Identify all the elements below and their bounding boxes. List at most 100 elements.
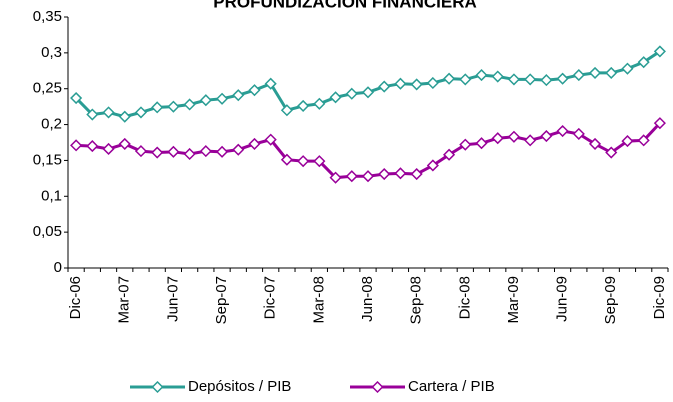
marker [588, 66, 602, 79]
marker [588, 137, 602, 150]
marker [475, 137, 488, 150]
x-tick-label: Dic-09 [651, 276, 668, 319]
marker [264, 133, 277, 146]
marker [378, 80, 391, 93]
marker [507, 130, 521, 143]
legend-marker [151, 380, 164, 394]
marker [491, 132, 504, 145]
marker [297, 155, 310, 168]
x-tick-label: Sep-08 [408, 276, 425, 324]
marker [313, 155, 326, 168]
marker [540, 74, 553, 87]
marker [410, 78, 423, 91]
marker [118, 110, 131, 123]
marker [280, 153, 293, 166]
marker [459, 73, 472, 86]
marker [167, 145, 180, 158]
marker [297, 99, 310, 112]
x-tick-label: Sep-09 [602, 276, 619, 324]
chart-title: PROFUNDIZACIÓN FINANCIERA [213, 0, 477, 11]
marker [248, 84, 261, 97]
marker [475, 69, 488, 82]
marker [394, 167, 407, 180]
marker [637, 56, 650, 69]
marker [378, 167, 391, 181]
marker [183, 98, 196, 111]
marker [605, 66, 618, 79]
series-line [75, 50, 661, 119]
marker [329, 91, 342, 104]
x-tick-label: Dic-06 [67, 276, 84, 319]
series-line [76, 122, 661, 180]
marker [556, 72, 569, 85]
marker [151, 101, 164, 114]
x-tick-label: Mar-07 [116, 276, 133, 324]
x-tick-label: Jun-09 [554, 276, 571, 322]
marker [540, 129, 553, 143]
marker [637, 134, 650, 147]
marker [572, 69, 585, 82]
marker [345, 87, 358, 100]
marker [345, 170, 358, 183]
marker [491, 70, 504, 83]
y-tick-label: 0,35 [33, 8, 62, 25]
marker [313, 97, 326, 110]
marker [70, 139, 83, 152]
y-tick-label: 0,05 [33, 223, 62, 240]
marker [70, 91, 83, 105]
x-tick-label: Jun-07 [164, 276, 181, 322]
y-tick-label: 0,1 [41, 187, 62, 204]
marker [507, 73, 521, 86]
y-tick-label: 0,15 [33, 151, 62, 168]
marker [151, 146, 164, 159]
marker [621, 135, 634, 148]
marker [394, 77, 407, 90]
x-tick-label: Dic-07 [262, 276, 279, 319]
marker [183, 147, 196, 161]
legend-marker [371, 380, 384, 394]
marker [215, 145, 229, 158]
marker [653, 117, 666, 130]
marker [361, 86, 375, 99]
y-tick-label: 0,3 [41, 44, 62, 61]
marker [653, 45, 666, 58]
marker [410, 167, 423, 181]
x-tick-label: Mar-09 [505, 276, 522, 324]
marker [443, 72, 456, 85]
marker [264, 77, 277, 90]
marker [572, 127, 585, 140]
y-tick-label: 0 [54, 259, 62, 276]
x-tick-label: Sep-07 [213, 276, 230, 324]
marker [459, 138, 472, 151]
marker [524, 134, 537, 147]
y-tick-label: 0,2 [41, 116, 62, 133]
marker [232, 143, 245, 156]
marker [426, 76, 439, 90]
marker [232, 89, 245, 102]
marker [280, 104, 293, 117]
marker [118, 137, 131, 150]
marker [134, 106, 148, 119]
marker [361, 170, 375, 183]
marker [102, 142, 115, 156]
marker [426, 159, 439, 172]
marker [248, 137, 261, 150]
marker [524, 73, 537, 86]
marker [556, 124, 569, 138]
x-tick-label: Dic-08 [456, 276, 473, 319]
marker [605, 146, 618, 159]
marker [134, 145, 148, 158]
marker [102, 106, 115, 119]
x-tick-label: Jun-08 [359, 276, 376, 322]
y-tick-label: 0,25 [33, 80, 62, 97]
marker [443, 148, 456, 161]
x-tick-label: Mar-08 [310, 276, 327, 324]
marker [86, 140, 99, 153]
marker [86, 108, 99, 121]
marker [167, 100, 180, 113]
marker [215, 92, 229, 105]
marker [199, 145, 212, 158]
legend-label: Depósitos / PIB [188, 378, 291, 395]
